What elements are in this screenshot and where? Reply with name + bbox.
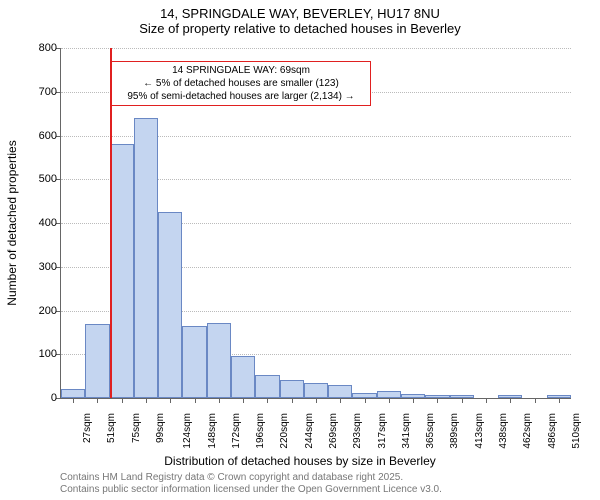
histogram-bar: [158, 212, 182, 398]
histogram-bar: [328, 385, 352, 398]
x-tick-label: 341sqm: [402, 413, 412, 449]
x-tick-mark: [486, 398, 487, 403]
histogram-bar: [85, 324, 109, 398]
x-tick-label: 27sqm: [83, 413, 93, 443]
x-tick-mark: [462, 398, 463, 403]
x-tick-mark: [365, 398, 366, 403]
x-tick-mark: [195, 398, 196, 403]
histogram-bar: [61, 389, 85, 398]
annotation-line: 14 SPRINGDALE WAY: 69sqm: [118, 64, 364, 77]
y-tick-label: 700: [39, 86, 61, 98]
histogram-bar: [231, 356, 255, 398]
x-tick-mark: [437, 398, 438, 403]
x-tick-label: 486sqm: [547, 413, 557, 449]
x-tick-mark: [510, 398, 511, 403]
x-tick-mark: [73, 398, 74, 403]
x-tick-label: 438sqm: [499, 413, 509, 449]
y-tick-label: 800: [39, 42, 61, 54]
histogram-bar: [280, 380, 304, 398]
y-tick-label: 500: [39, 173, 61, 185]
x-tick-label: 365sqm: [426, 413, 436, 449]
x-tick-mark: [413, 398, 414, 403]
annotation-line: ← 5% of detached houses are smaller (123…: [118, 77, 364, 90]
chart-area: 010020030040050060070080027sqm51sqm75sqm…: [60, 48, 571, 399]
x-tick-mark: [146, 398, 147, 403]
y-tick-label: 300: [39, 261, 61, 273]
x-tick-mark: [170, 398, 171, 403]
y-tick-label: 200: [39, 305, 61, 317]
x-tick-label: 510sqm: [572, 413, 582, 449]
x-tick-label: 220sqm: [280, 413, 290, 449]
y-tick-label: 400: [39, 217, 61, 229]
x-tick-mark: [559, 398, 560, 403]
x-tick-label: 293sqm: [353, 413, 363, 449]
x-tick-label: 148sqm: [207, 413, 217, 449]
x-tick-mark: [535, 398, 536, 403]
y-tick-label: 0: [51, 392, 61, 404]
x-tick-mark: [292, 398, 293, 403]
footer-attribution: Contains HM Land Registry data © Crown c…: [60, 472, 442, 496]
x-tick-mark: [122, 398, 123, 403]
histogram-bar: [255, 375, 279, 398]
x-tick-label: 124sqm: [183, 413, 193, 449]
x-tick-mark: [316, 398, 317, 403]
histogram-bar: [182, 326, 206, 398]
x-tick-label: 99sqm: [156, 413, 166, 443]
chart-title-main: 14, SPRINGDALE WAY, BEVERLEY, HU17 8NU: [0, 6, 600, 21]
x-tick-label: 462sqm: [523, 413, 533, 449]
histogram-bar: [134, 118, 158, 398]
x-tick-label: 389sqm: [450, 413, 460, 449]
annotation-line: 95% of semi-detached houses are larger (…: [118, 90, 364, 103]
histogram-bar: [304, 383, 328, 398]
y-axis-title: Number of detached properties: [5, 140, 19, 305]
x-tick-label: 269sqm: [329, 413, 339, 449]
x-tick-mark: [219, 398, 220, 403]
gridline: [61, 48, 571, 49]
histogram-bar: [207, 323, 231, 398]
x-tick-mark: [389, 398, 390, 403]
x-tick-label: 196sqm: [256, 413, 266, 449]
histogram-bar: [110, 144, 134, 398]
x-tick-label: 75sqm: [132, 413, 142, 443]
annotation-box: 14 SPRINGDALE WAY: 69sqm← 5% of detached…: [111, 61, 371, 106]
x-tick-mark: [243, 398, 244, 403]
x-tick-mark: [340, 398, 341, 403]
x-tick-label: 413sqm: [474, 413, 484, 449]
x-axis-title: Distribution of detached houses by size …: [164, 454, 435, 468]
x-tick-mark: [97, 398, 98, 403]
x-tick-label: 244sqm: [304, 413, 314, 449]
y-tick-label: 100: [39, 348, 61, 360]
chart-title-sub: Size of property relative to detached ho…: [0, 21, 600, 36]
y-tick-label: 600: [39, 130, 61, 142]
footer-line-2: Contains public sector information licen…: [60, 484, 442, 496]
x-tick-label: 317sqm: [377, 413, 387, 449]
x-tick-label: 172sqm: [232, 413, 242, 449]
footer-line-1: Contains HM Land Registry data © Crown c…: [60, 472, 442, 484]
x-tick-label: 51sqm: [107, 413, 117, 443]
x-tick-mark: [267, 398, 268, 403]
